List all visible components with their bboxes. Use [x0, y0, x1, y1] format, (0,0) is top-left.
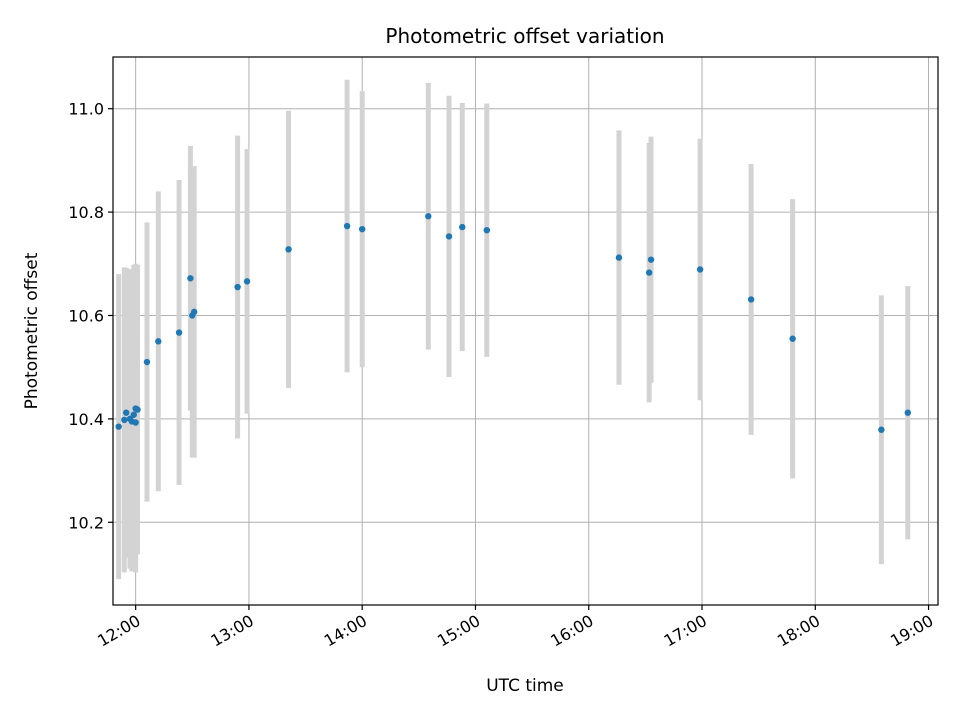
data-point: [187, 275, 194, 282]
data-point: [134, 406, 141, 413]
data-point: [459, 223, 466, 231]
data-point: [483, 226, 490, 234]
data-point: [878, 426, 885, 433]
data-point: [747, 296, 755, 303]
data-point: [243, 278, 251, 285]
x-axis-label: UTC time: [486, 676, 564, 696]
data-points: [115, 213, 911, 433]
data-point: [285, 246, 292, 253]
data-point: [425, 213, 432, 220]
plot-frame: [112, 56, 939, 606]
data-point: [358, 225, 366, 233]
y-axis-label: Photometric offset: [22, 252, 42, 409]
data-point: [904, 409, 911, 416]
y-tick-label: 10.8: [68, 203, 104, 222]
data-point: [645, 269, 653, 276]
data-point: [445, 233, 453, 240]
data-point: [789, 335, 796, 342]
data-point: [123, 409, 130, 416]
data-point: [175, 329, 183, 336]
y-axis-ticks: 10.2 10.4 10.6 10.8 11.0: [68, 100, 113, 532]
data-point: [143, 358, 151, 366]
data-point: [115, 423, 122, 430]
data-point: [155, 338, 162, 345]
y-tick-label: 10.4: [68, 410, 104, 429]
data-point: [234, 283, 241, 291]
chart-title: Photometric offset variation: [385, 24, 664, 48]
data-point: [132, 419, 139, 426]
data-point: [343, 222, 351, 230]
y-tick-label: 10.6: [68, 306, 104, 325]
data-point: [615, 254, 623, 261]
y-tick-label: 10.2: [68, 513, 104, 532]
data-point: [121, 416, 128, 424]
data-point: [696, 266, 704, 273]
data-point: [190, 308, 198, 316]
data-point: [647, 256, 655, 263]
y-tick-label: 11.0: [68, 100, 104, 119]
data-point: [130, 411, 137, 418]
